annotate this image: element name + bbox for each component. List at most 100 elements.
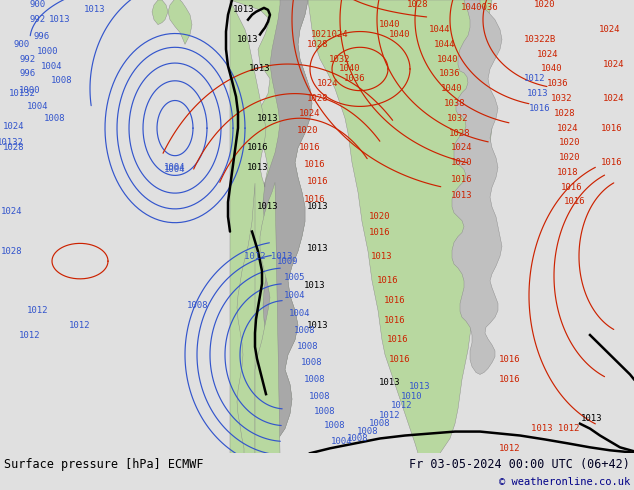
- Polygon shape: [262, 0, 312, 448]
- Text: 1032: 1032: [329, 54, 351, 64]
- Text: 992: 992: [30, 15, 46, 24]
- Text: 1013: 1013: [307, 202, 329, 211]
- Text: 1012: 1012: [19, 331, 41, 340]
- Polygon shape: [452, 0, 502, 374]
- Text: 1040: 1040: [379, 20, 401, 29]
- Text: 1024: 1024: [299, 109, 321, 118]
- Text: 1036: 1036: [344, 74, 366, 83]
- Text: 1040: 1040: [389, 30, 411, 39]
- Text: 1032: 1032: [551, 94, 573, 103]
- Text: 1008: 1008: [324, 421, 346, 430]
- Text: 1013: 1013: [233, 5, 255, 14]
- Text: 1004: 1004: [289, 309, 311, 318]
- Text: 1016: 1016: [499, 375, 521, 384]
- Text: 1013: 1013: [249, 65, 271, 74]
- Polygon shape: [230, 0, 268, 453]
- Text: © weatheronline.co.uk: © weatheronline.co.uk: [499, 477, 630, 487]
- Text: 1010: 1010: [401, 392, 423, 401]
- Text: 1013: 1013: [84, 5, 106, 14]
- Text: Fr 03-05-2024 00:00 UTC (06+42): Fr 03-05-2024 00:00 UTC (06+42): [409, 458, 630, 471]
- Text: 992: 992: [20, 54, 36, 64]
- Text: 1040: 1040: [437, 54, 459, 64]
- Text: 10132: 10132: [9, 89, 36, 98]
- Polygon shape: [152, 0, 168, 24]
- Text: 1012: 1012: [391, 401, 413, 411]
- Text: 1013: 1013: [451, 191, 473, 199]
- Polygon shape: [308, 0, 492, 453]
- Text: 1044: 1044: [434, 40, 456, 49]
- Text: 1016: 1016: [304, 195, 326, 203]
- Text: 1018: 1018: [557, 168, 579, 177]
- Text: 1013: 1013: [257, 114, 279, 122]
- Text: 1016: 1016: [389, 355, 411, 364]
- Text: 1016: 1016: [451, 175, 473, 184]
- Text: 1024: 1024: [603, 94, 624, 103]
- Text: 1012: 1012: [379, 411, 401, 420]
- Text: 1000: 1000: [37, 47, 59, 56]
- Text: 1016: 1016: [369, 228, 391, 237]
- Text: 1040: 1040: [339, 65, 361, 74]
- Text: 1040: 1040: [541, 65, 563, 74]
- Text: 1036: 1036: [439, 70, 461, 78]
- Text: 1020: 1020: [559, 138, 581, 147]
- Text: 1024: 1024: [3, 122, 25, 131]
- Text: 1013: 1013: [307, 320, 329, 330]
- Text: 1024: 1024: [603, 60, 624, 69]
- Text: 1028: 1028: [3, 143, 25, 152]
- Polygon shape: [230, 0, 312, 453]
- Text: 1024: 1024: [557, 123, 579, 133]
- Text: 1013: 1013: [581, 414, 603, 423]
- Polygon shape: [237, 183, 255, 453]
- Text: 1012: 1012: [69, 320, 91, 330]
- Polygon shape: [255, 182, 280, 453]
- Text: 1013: 1013: [49, 15, 71, 24]
- Text: 1016: 1016: [529, 104, 551, 113]
- Text: 1012: 1012: [524, 74, 546, 83]
- Text: 1008: 1008: [187, 301, 209, 310]
- Text: 1008: 1008: [369, 419, 391, 428]
- Text: 10132: 10132: [0, 138, 23, 147]
- Text: Surface pressure [hPa] ECMWF: Surface pressure [hPa] ECMWF: [4, 458, 204, 471]
- Text: 1013: 1013: [237, 35, 259, 44]
- Text: 1016: 1016: [304, 160, 326, 169]
- Text: 1020: 1020: [297, 125, 319, 135]
- Text: 1028: 1028: [554, 109, 576, 118]
- Text: 900: 900: [30, 0, 46, 9]
- Text: 1020: 1020: [559, 153, 581, 162]
- Text: 1000: 1000: [19, 86, 41, 95]
- Text: 1013: 1013: [372, 252, 392, 261]
- Text: 900: 900: [14, 40, 30, 49]
- Text: 1004: 1004: [284, 291, 306, 300]
- Text: 1028: 1028: [1, 247, 23, 256]
- Text: 1008: 1008: [294, 325, 316, 335]
- Text: 1016: 1016: [247, 143, 269, 152]
- Text: 1013: 1013: [257, 202, 279, 211]
- Text: 1021024: 1021024: [311, 30, 349, 39]
- Text: 1028: 1028: [307, 94, 329, 103]
- Text: 1013: 1013: [527, 89, 549, 98]
- Text: 1012 1013: 1012 1013: [244, 252, 292, 261]
- Text: 1016: 1016: [384, 296, 406, 305]
- Text: 1013: 1013: [379, 378, 401, 387]
- Text: 1009: 1009: [277, 257, 299, 266]
- Text: 1024: 1024: [451, 143, 473, 152]
- Text: 1008: 1008: [309, 392, 331, 401]
- Text: 1013: 1013: [247, 163, 269, 172]
- Text: 1008: 1008: [301, 358, 323, 367]
- Text: 1016: 1016: [384, 316, 406, 325]
- Text: 10322B: 10322B: [524, 35, 556, 44]
- Text: 1024: 1024: [599, 25, 621, 34]
- Text: 1008: 1008: [51, 76, 73, 85]
- Text: 1012: 1012: [499, 444, 521, 453]
- Text: 1016: 1016: [377, 276, 399, 285]
- Text: 1016: 1016: [601, 123, 623, 133]
- Text: 1036: 1036: [547, 79, 569, 88]
- Text: 1008: 1008: [304, 375, 326, 384]
- Text: 1024: 1024: [1, 207, 23, 217]
- Text: 1016: 1016: [601, 158, 623, 167]
- Text: 1013: 1013: [304, 281, 326, 290]
- Text: 1032: 1032: [447, 114, 469, 122]
- Text: 1020: 1020: [451, 158, 473, 167]
- Text: 1040036: 1040036: [461, 3, 499, 12]
- Text: 996: 996: [20, 70, 36, 78]
